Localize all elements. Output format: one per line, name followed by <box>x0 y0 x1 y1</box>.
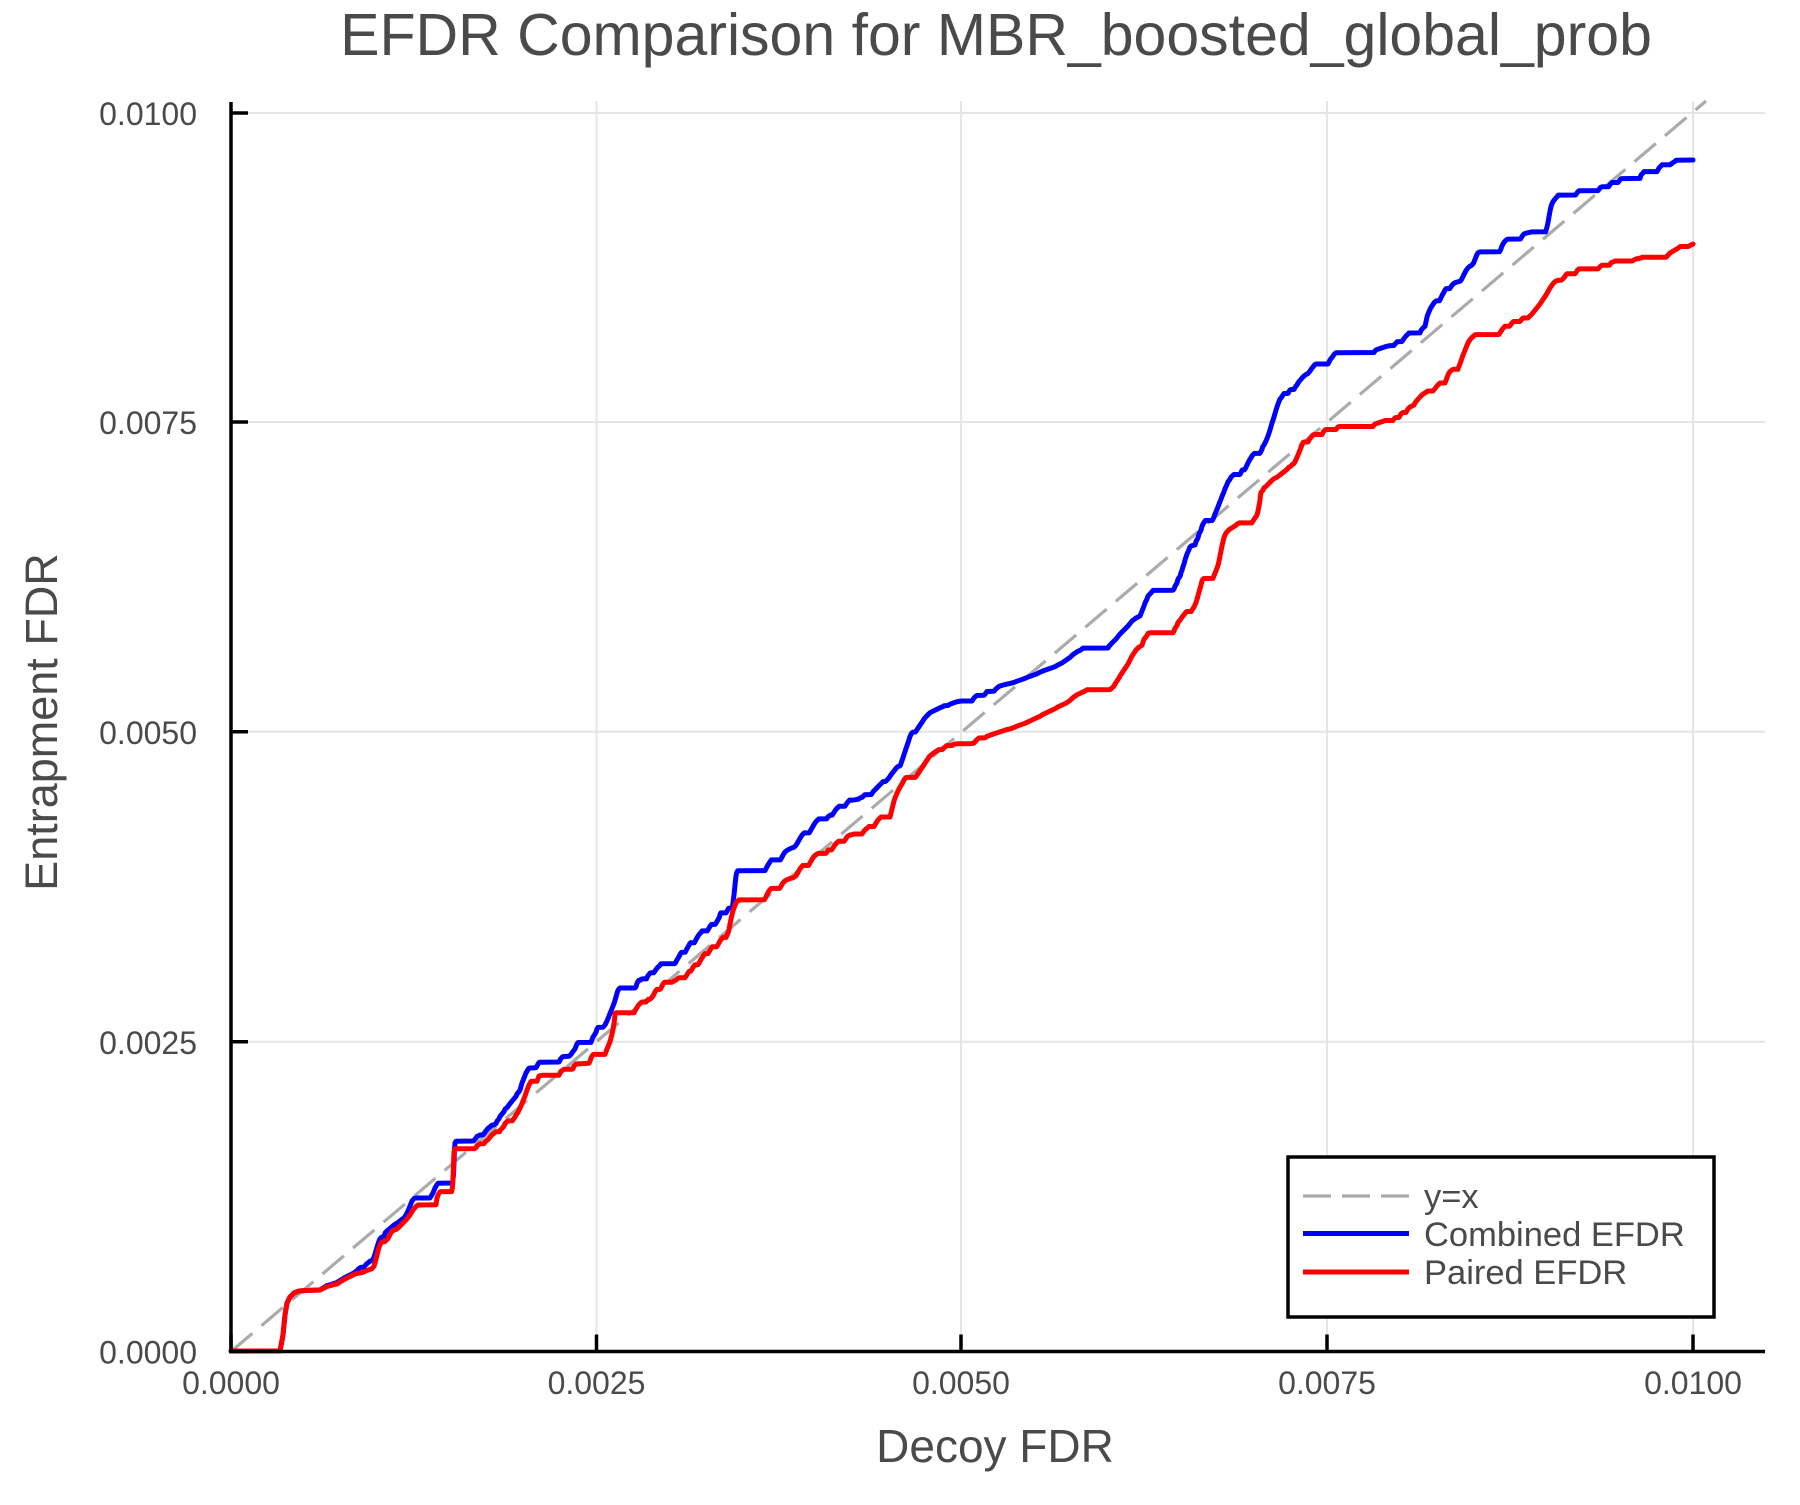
svg-text:Decoy FDR: Decoy FDR <box>876 1420 1114 1472</box>
svg-text:Paired EFDR: Paired EFDR <box>1424 1254 1627 1292</box>
svg-text:0.0100: 0.0100 <box>1644 1365 1742 1401</box>
svg-text:0.0075: 0.0075 <box>99 405 197 441</box>
svg-text:Combined EFDR: Combined EFDR <box>1424 1216 1685 1254</box>
svg-text:0.0100: 0.0100 <box>99 96 197 132</box>
svg-text:Entrapment FDR: Entrapment FDR <box>16 553 67 891</box>
svg-text:0.0050: 0.0050 <box>99 715 197 751</box>
svg-text:0.0000: 0.0000 <box>99 1335 197 1371</box>
svg-text:0.0075: 0.0075 <box>1278 1365 1376 1401</box>
svg-text:0.0025: 0.0025 <box>548 1365 646 1401</box>
svg-text:y=x: y=x <box>1424 1178 1479 1216</box>
svg-text:0.0050: 0.0050 <box>912 1365 1010 1401</box>
svg-text:EFDR Comparison for MBR_booste: EFDR Comparison for MBR_boosted_global_p… <box>340 2 1652 68</box>
svg-text:0.0025: 0.0025 <box>99 1025 197 1061</box>
svg-text:0.0000: 0.0000 <box>182 1365 280 1401</box>
